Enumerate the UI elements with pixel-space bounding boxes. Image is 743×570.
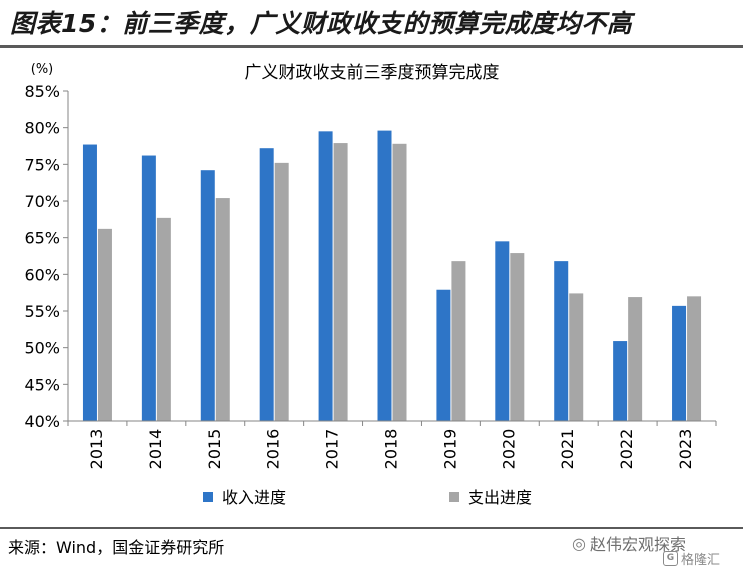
legend-label: 收入进度 — [222, 488, 286, 507]
x-tick-label: 2017 — [323, 429, 342, 470]
legend-swatch — [203, 492, 213, 502]
legend-swatch — [449, 492, 459, 502]
bars-group — [82, 130, 702, 422]
legend: 收入进度 支出进度 — [203, 488, 532, 507]
expenditure-bar-2023 — [687, 296, 702, 421]
y-tick-label: 75% — [24, 155, 60, 174]
income-bar-2021 — [554, 261, 569, 421]
y-tick-label: 55% — [24, 302, 60, 321]
y-tick-label: 70% — [24, 192, 60, 211]
expenditure-bar-2016 — [274, 162, 289, 421]
bottom-divider — [0, 527, 743, 529]
y-axis: 40% 45% 50% 55% 60% 65% 70% 75% 80% 85% — [24, 82, 69, 431]
brand-logo-icon: G — [663, 550, 678, 566]
source-note: 来源：Wind，国金证券研究所 — [8, 538, 225, 557]
y-tick-label: 80% — [24, 119, 60, 138]
x-tick-label: 2013 — [87, 429, 106, 470]
x-tick-label: 2016 — [264, 429, 283, 470]
y-tick-label: 65% — [24, 229, 60, 248]
y-tick-label: 60% — [24, 265, 60, 284]
x-tick-label: 2022 — [617, 429, 636, 470]
expenditure-bar-2013 — [97, 228, 112, 421]
expenditure-bar-2020 — [510, 253, 525, 421]
income-bar-2023 — [672, 305, 687, 421]
figure-title: 图表15：前三季度，广义财政收支的预算完成度均不高 — [10, 9, 633, 38]
x-tick-label: 2019 — [440, 429, 459, 470]
expenditure-bar-2019 — [451, 261, 466, 421]
x-tick-label: 2021 — [558, 429, 577, 470]
y-tick-label: 85% — [24, 82, 60, 101]
x-tick-label: 2018 — [382, 429, 401, 470]
brand-mark: G 格隆汇 — [663, 549, 721, 568]
y-tick-label: 50% — [24, 339, 60, 358]
expenditure-bar-2021 — [569, 293, 584, 421]
income-bar-2016 — [259, 148, 274, 421]
income-bar-2014 — [141, 155, 156, 421]
watermark-text: 赵伟宏观探索 — [589, 535, 686, 554]
expenditure-bar-2014 — [156, 217, 171, 421]
watermark: ◎ 赵伟宏观探索 — [572, 532, 686, 555]
expenditure-bar-2017 — [333, 143, 348, 422]
y-tick-label: 40% — [24, 412, 60, 431]
legend-label: 支出进度 — [468, 488, 532, 507]
x-tick-label: 2015 — [205, 429, 224, 470]
expenditure-bar-2018 — [392, 143, 407, 422]
income-bar-2013 — [82, 144, 97, 421]
wechat-icon: ◎ — [572, 533, 586, 553]
x-tick-label: 2014 — [146, 429, 165, 470]
income-bar-2017 — [318, 131, 333, 421]
income-bar-2020 — [495, 241, 510, 421]
chart-title: 广义财政收支前三季度预算完成度 — [245, 63, 500, 83]
x-tick-label: 2023 — [676, 429, 695, 470]
y-tick-label: 45% — [24, 375, 60, 394]
top-divider — [0, 45, 743, 48]
income-bar-2022 — [613, 341, 628, 421]
budget-completion-chart: 广义财政收支前三季度预算完成度 (%) 40% 45% 50% 55% 60% 65% 70… — [24, 62, 717, 507]
income-bar-2015 — [200, 170, 215, 421]
y-axis-unit-label: (%) — [31, 62, 54, 77]
income-bar-2019 — [436, 289, 451, 421]
expenditure-bar-2022 — [628, 297, 643, 421]
x-axis: 2013 2014 2015 2016 2017 2018 2019 2020 2021 2022… — [67, 420, 717, 470]
brand-text: 格隆汇 — [681, 552, 721, 568]
income-bar-2018 — [377, 130, 392, 421]
expenditure-bar-2015 — [215, 198, 230, 421]
x-tick-label: 2020 — [499, 429, 518, 470]
